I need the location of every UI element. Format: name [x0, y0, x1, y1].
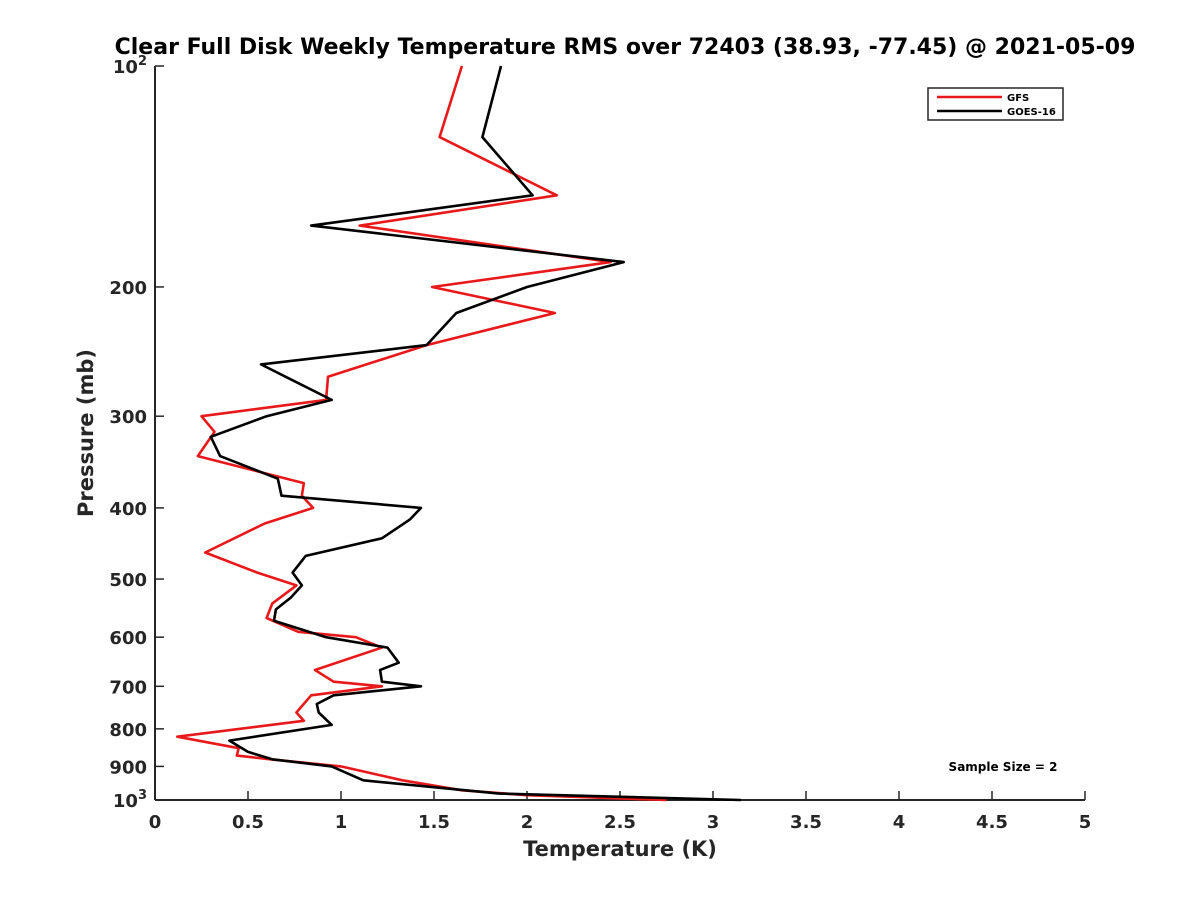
y-tick-label: 600: [109, 628, 147, 649]
series-lines: [176, 65, 741, 802]
x-tick-label: 1: [335, 812, 348, 833]
y-tick-label: 103: [113, 788, 147, 812]
legend: GFS GOES-16: [927, 87, 1064, 121]
y-tick-label: 500: [109, 570, 147, 591]
x-tick-label: 0: [149, 812, 162, 833]
x-tick-label: 2: [521, 812, 534, 833]
y-axis-ticks: 102 200 300 400 500 600 700 800 900 103: [109, 54, 164, 812]
y-tick-label: 102: [113, 54, 147, 78]
legend-label-gfs: GFS: [1007, 93, 1029, 104]
y-tick-label: 800: [109, 720, 147, 741]
legend-label-goes16: GOES-16: [1007, 107, 1056, 118]
x-tick-label: 4: [893, 812, 906, 833]
x-tick-label: 3: [707, 812, 720, 833]
x-axis-ticks: 0 0.5 1 1.5 2 2.5 3 3.5 4 4.5 5: [149, 791, 1092, 833]
x-tick-label: 2.5: [604, 812, 636, 833]
y-tick-label: 300: [109, 407, 147, 428]
y-tick-label: 400: [109, 499, 147, 520]
chart-title: Clear Full Disk Weekly Temperature RMS o…: [115, 35, 1136, 60]
x-tick-label: 1.5: [418, 812, 450, 833]
y-tick-label: 900: [109, 757, 147, 778]
x-axis-label: Temperature (K): [523, 837, 717, 861]
y-tick-label: 700: [109, 677, 147, 698]
series-line-gfs: [176, 65, 667, 802]
plot-area: 0 0.5 1 1.5 2 2.5 3 3.5 4 4.5 5 102 200 300 400 500 600…: [109, 54, 1091, 833]
series-line-goes16: [209, 65, 741, 802]
x-tick-label: 3.5: [790, 812, 822, 833]
legend-box: [927, 87, 1064, 121]
y-tick-label: 200: [109, 278, 147, 299]
x-tick-label: 5: [1079, 812, 1092, 833]
x-tick-label: 0.5: [232, 812, 264, 833]
y-axis-label: Pressure (mb): [74, 349, 98, 517]
x-tick-label: 4.5: [976, 812, 1008, 833]
sample-size-annotation: Sample Size = 2: [949, 760, 1058, 774]
